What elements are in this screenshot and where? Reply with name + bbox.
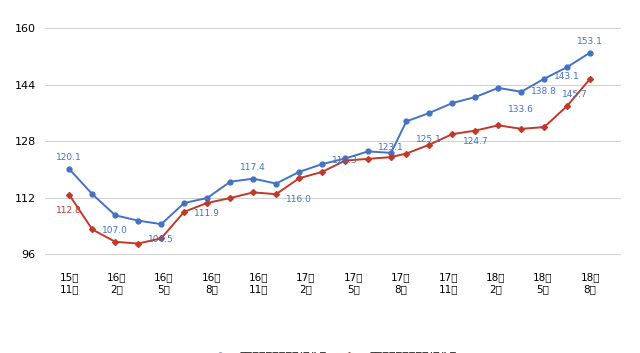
- Text: 133.6: 133.6: [508, 106, 534, 114]
- レギュラー実売価格(円/L）: [540, 125, 548, 129]
- レギュラー看板価格(円/L）: [387, 151, 395, 155]
- Text: 116.0: 116.0: [286, 195, 312, 204]
- レギュラー実売価格(円/L）: [387, 155, 395, 159]
- レギュラー看板価格(円/L）: [111, 213, 119, 217]
- レギュラー実売価格(円/L）: [364, 157, 372, 161]
- レギュラー実売価格(円/L）: [472, 128, 479, 133]
- レギュラー実売価格(円/L）: [563, 104, 571, 108]
- レギュラー実売価格(円/L）: [403, 151, 410, 156]
- レギュラー実売価格(円/L）: [204, 201, 211, 205]
- レギュラー実売価格(円/L）: [227, 196, 234, 200]
- レギュラー実売価格(円/L）: [134, 241, 142, 246]
- レギュラー実売価格(円/L）: [426, 143, 433, 147]
- レギュラー看板価格(円/L）: [472, 95, 479, 99]
- レギュラー実売価格(円/L）: [111, 240, 119, 244]
- Text: 112.8: 112.8: [56, 206, 82, 215]
- Line: レギュラー看板価格(円/L）: レギュラー看板価格(円/L）: [67, 50, 593, 227]
- レギュラー看板価格(円/L）: [517, 90, 525, 94]
- レギュラー実売価格(円/L）: [65, 193, 73, 197]
- レギュラー看板価格(円/L）: [495, 86, 502, 90]
- レギュラー看板価格(円/L）: [180, 201, 188, 205]
- Text: 107.0: 107.0: [102, 226, 128, 235]
- レギュラー実売価格(円/L）: [517, 127, 525, 131]
- Text: 104.5: 104.5: [148, 235, 174, 244]
- レギュラー実売価格(円/L）: [586, 77, 594, 81]
- レギュラー実売価格(円/L）: [272, 192, 280, 196]
- Text: 125.1: 125.1: [417, 136, 442, 144]
- レギュラー看板価格(円/L）: [318, 162, 326, 166]
- レギュラー看板価格(円/L）: [540, 77, 548, 81]
- レギュラー看板価格(円/L）: [227, 180, 234, 184]
- レギュラー看板価格(円/L）: [250, 176, 257, 181]
- レギュラー看板価格(円/L）: [65, 167, 73, 171]
- レギュラー看板価格(円/L）: [204, 196, 211, 200]
- レギュラー実売価格(円/L）: [295, 176, 303, 180]
- レギュラー実売価格(円/L）: [250, 190, 257, 195]
- Text: 120.1: 120.1: [56, 153, 82, 162]
- レギュラー看板価格(円/L）: [364, 149, 372, 154]
- Text: 153.1: 153.1: [577, 37, 603, 46]
- レギュラー看板価格(円/L）: [449, 101, 456, 105]
- レギュラー看板価格(円/L）: [563, 65, 571, 69]
- レギュラー実売価格(円/L）: [88, 227, 96, 232]
- レギュラー看板価格(円/L）: [157, 222, 165, 226]
- レギュラー看板価格(円/L）: [272, 181, 280, 186]
- レギュラー看板価格(円/L）: [134, 219, 142, 223]
- Text: 145.7: 145.7: [562, 90, 588, 99]
- レギュラー看板価格(円/L）: [341, 156, 349, 161]
- Line: レギュラー実売価格(円/L）: レギュラー実売価格(円/L）: [67, 77, 592, 246]
- Legend: レギュラー看板価格(円/L）, レギュラー実売価格(円/L）: レギュラー看板価格(円/L）, レギュラー実売価格(円/L）: [204, 347, 461, 353]
- レギュラー実売価格(円/L）: [495, 123, 502, 127]
- レギュラー実売価格(円/L）: [180, 210, 188, 214]
- レギュラー実売価格(円/L）: [157, 236, 165, 240]
- レギュラー看板価格(円/L）: [586, 50, 594, 55]
- レギュラー看板価格(円/L）: [426, 111, 433, 115]
- Text: 123.1: 123.1: [378, 143, 404, 151]
- レギュラー看板価格(円/L）: [88, 192, 96, 196]
- レギュラー看板価格(円/L）: [295, 170, 303, 174]
- Text: 117.4: 117.4: [240, 163, 266, 172]
- レギュラー実売価格(円/L）: [318, 170, 326, 174]
- Text: 143.1: 143.1: [554, 72, 580, 81]
- レギュラー実売価格(円/L）: [341, 158, 349, 163]
- Text: 119.3: 119.3: [332, 156, 358, 165]
- Text: 111.9: 111.9: [195, 209, 220, 218]
- レギュラー看板価格(円/L）: [403, 119, 410, 124]
- レギュラー実売価格(円/L）: [449, 132, 456, 136]
- Text: 124.7: 124.7: [463, 137, 488, 146]
- Text: 138.8: 138.8: [531, 87, 557, 96]
